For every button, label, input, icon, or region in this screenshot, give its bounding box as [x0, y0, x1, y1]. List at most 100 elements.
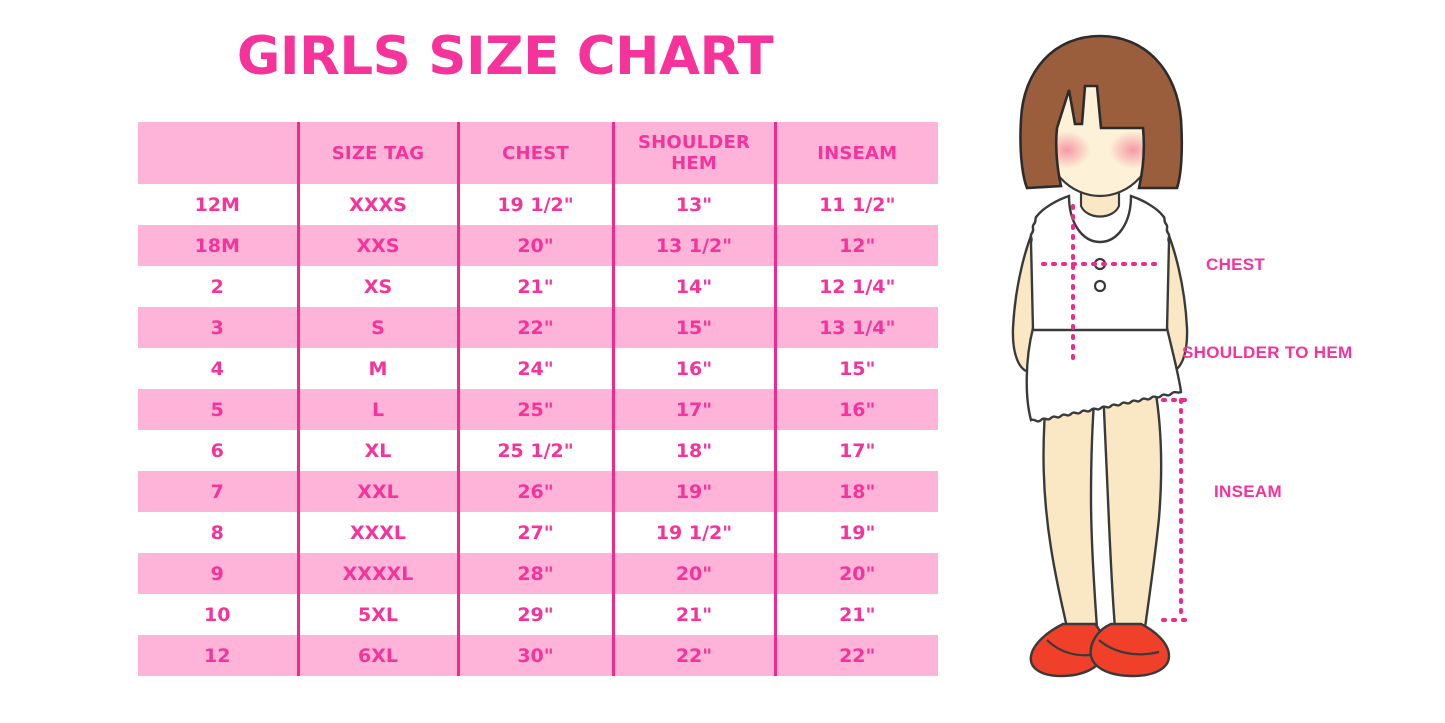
cell-shoulder-hem: 20" — [611, 553, 775, 594]
table-row: 10 5XL 29" 21" 21" — [138, 594, 938, 635]
ruffled-skirt — [1025, 326, 1183, 423]
column-header-size-tag: SIZE TAG — [296, 122, 458, 184]
cell-chest: 22" — [456, 307, 613, 348]
cell-inseam: 15" — [773, 348, 938, 389]
table-row: 3 S 22" 15" 13 1/4" — [138, 307, 938, 348]
cell-size: 9 — [210, 562, 224, 585]
table-header-row: SIZE TAG CHEST SHOULDER HEM INSEAM — [138, 122, 938, 184]
table-row: 9 XXXXL 28" 20" 20" — [138, 553, 938, 594]
cell-size: 12M — [194, 193, 240, 216]
table-row: 6 XL 25 1/2" 18" 17" — [138, 430, 938, 471]
cell-size: 3 — [210, 316, 224, 339]
table-row: 18M XXS 20" 13 1/2" 12" — [138, 225, 938, 266]
column-header-size — [138, 122, 298, 184]
skirt-bloomer — [1025, 326, 1183, 423]
cell-size: 5 — [210, 398, 224, 421]
right-leg — [1101, 386, 1163, 630]
table-row: 7 XXL 26" 19" 18" — [138, 471, 938, 512]
cell-inseam: 13 1/4" — [773, 307, 938, 348]
cell-inseam: 17" — [773, 430, 938, 471]
cell-inseam: 16" — [773, 389, 938, 430]
girl-figure-illustration — [985, 28, 1235, 693]
table-row: 5 L 25" 17" 16" — [138, 389, 938, 430]
column-header-chest: CHEST — [456, 122, 613, 184]
hair-bob — [1019, 34, 1184, 190]
cell-chest: 24" — [456, 348, 613, 389]
cell-chest: 20" — [456, 225, 613, 266]
cell-shoulder-hem: 13" — [611, 184, 775, 225]
table-row: 4 M 24" 16" 15" — [138, 348, 938, 389]
cell-inseam: 12 1/4" — [773, 266, 938, 307]
table-row: 12 6XL 30" 22" 22" — [138, 635, 938, 676]
cell-size-tag: XXXXL — [296, 553, 458, 594]
hair-group — [1019, 34, 1184, 190]
cell-chest: 28" — [456, 553, 613, 594]
cell-shoulder-hem: 18" — [611, 430, 775, 471]
cell-inseam: 20" — [773, 553, 938, 594]
table-row: 12M XXXS 19 1/2" 13" 11 1/2" — [138, 184, 938, 225]
cell-size: 6 — [210, 439, 224, 462]
cell-size: 8 — [210, 521, 224, 544]
cell-shoulder-hem: 19 1/2" — [611, 512, 775, 553]
cell-size-tag: 5XL — [296, 594, 458, 635]
cell-inseam: 22" — [773, 635, 938, 676]
cell-chest: 29" — [456, 594, 613, 635]
left-leg — [1042, 386, 1099, 630]
cell-shoulder-hem: 14" — [611, 266, 775, 307]
cell-shoulder-hem: 21" — [611, 594, 775, 635]
cell-shoulder-hem: 22" — [611, 635, 775, 676]
column-header-shoulder-hem: SHOULDER HEM — [611, 122, 775, 184]
cell-chest: 19 1/2" — [456, 184, 613, 225]
cell-shoulder-hem: 19" — [611, 471, 775, 512]
cell-inseam: 11 1/2" — [773, 184, 938, 225]
table-row: 8 XXXL 27" 19 1/2" 19" — [138, 512, 938, 553]
cell-size: 10 — [204, 603, 231, 626]
cell-chest: 30" — [456, 635, 613, 676]
table-row: 2 XS 21" 14" 12 1/4" — [138, 266, 938, 307]
cell-shoulder-hem: 13 1/2" — [611, 225, 775, 266]
cell-size-tag: M — [296, 348, 458, 389]
cell-size: 4 — [210, 357, 224, 380]
cell-size: 2 — [210, 275, 224, 298]
table-header: SIZE TAG CHEST SHOULDER HEM INSEAM — [138, 122, 938, 184]
legs-group — [1042, 386, 1163, 630]
size-chart-table: SIZE TAG CHEST SHOULDER HEM INSEAM 12M XX… — [138, 122, 938, 676]
cell-size: 12 — [204, 644, 231, 667]
cell-inseam: 18" — [773, 471, 938, 512]
cell-inseam: 21" — [773, 594, 938, 635]
cell-chest: 25 1/2" — [456, 430, 613, 471]
cell-size: 18M — [194, 234, 240, 257]
cell-inseam: 12" — [773, 225, 938, 266]
cell-size-tag: XL — [296, 430, 458, 471]
page-title: GIRLS SIZE CHART — [236, 26, 774, 87]
cell-size-tag: XXL — [296, 471, 458, 512]
right-shoe-strap — [1098, 639, 1160, 656]
cell-shoulder-hem: 17" — [611, 389, 775, 430]
cell-size-tag: XXS — [296, 225, 458, 266]
cell-chest: 27" — [456, 512, 613, 553]
cell-size: 7 — [210, 480, 224, 503]
cell-size-tag: XS — [296, 266, 458, 307]
cell-size-tag: S — [296, 307, 458, 348]
column-header-inseam: INSEAM — [773, 122, 938, 184]
cell-size-tag: 6XL — [296, 635, 458, 676]
sleeveless-top — [1029, 194, 1171, 332]
cell-inseam: 19" — [773, 512, 938, 553]
cell-chest: 25" — [456, 389, 613, 430]
girl-figure-svg — [1011, 34, 1195, 678]
cell-chest: 26" — [456, 471, 613, 512]
size-chart-table-container: SIZE TAG CHEST SHOULDER HEM INSEAM 12M XX… — [138, 122, 938, 676]
measurement-guides — [1041, 204, 1195, 622]
cell-size-tag: L — [296, 389, 458, 430]
cell-shoulder-hem: 15" — [611, 307, 775, 348]
cell-size-tag: XXXL — [296, 512, 458, 553]
cell-shoulder-hem: 16" — [611, 348, 775, 389]
cell-chest: 21" — [456, 266, 613, 307]
right-shoe — [1089, 622, 1171, 678]
button-bottom — [1093, 279, 1107, 293]
table-body: 12M XXXS 19 1/2" 13" 11 1/2" 18M XXS 20" 13 1/2"… — [138, 184, 938, 676]
cell-size-tag: XXXS — [296, 184, 458, 225]
top-garment — [1029, 194, 1171, 332]
shoes-group — [1029, 622, 1171, 678]
